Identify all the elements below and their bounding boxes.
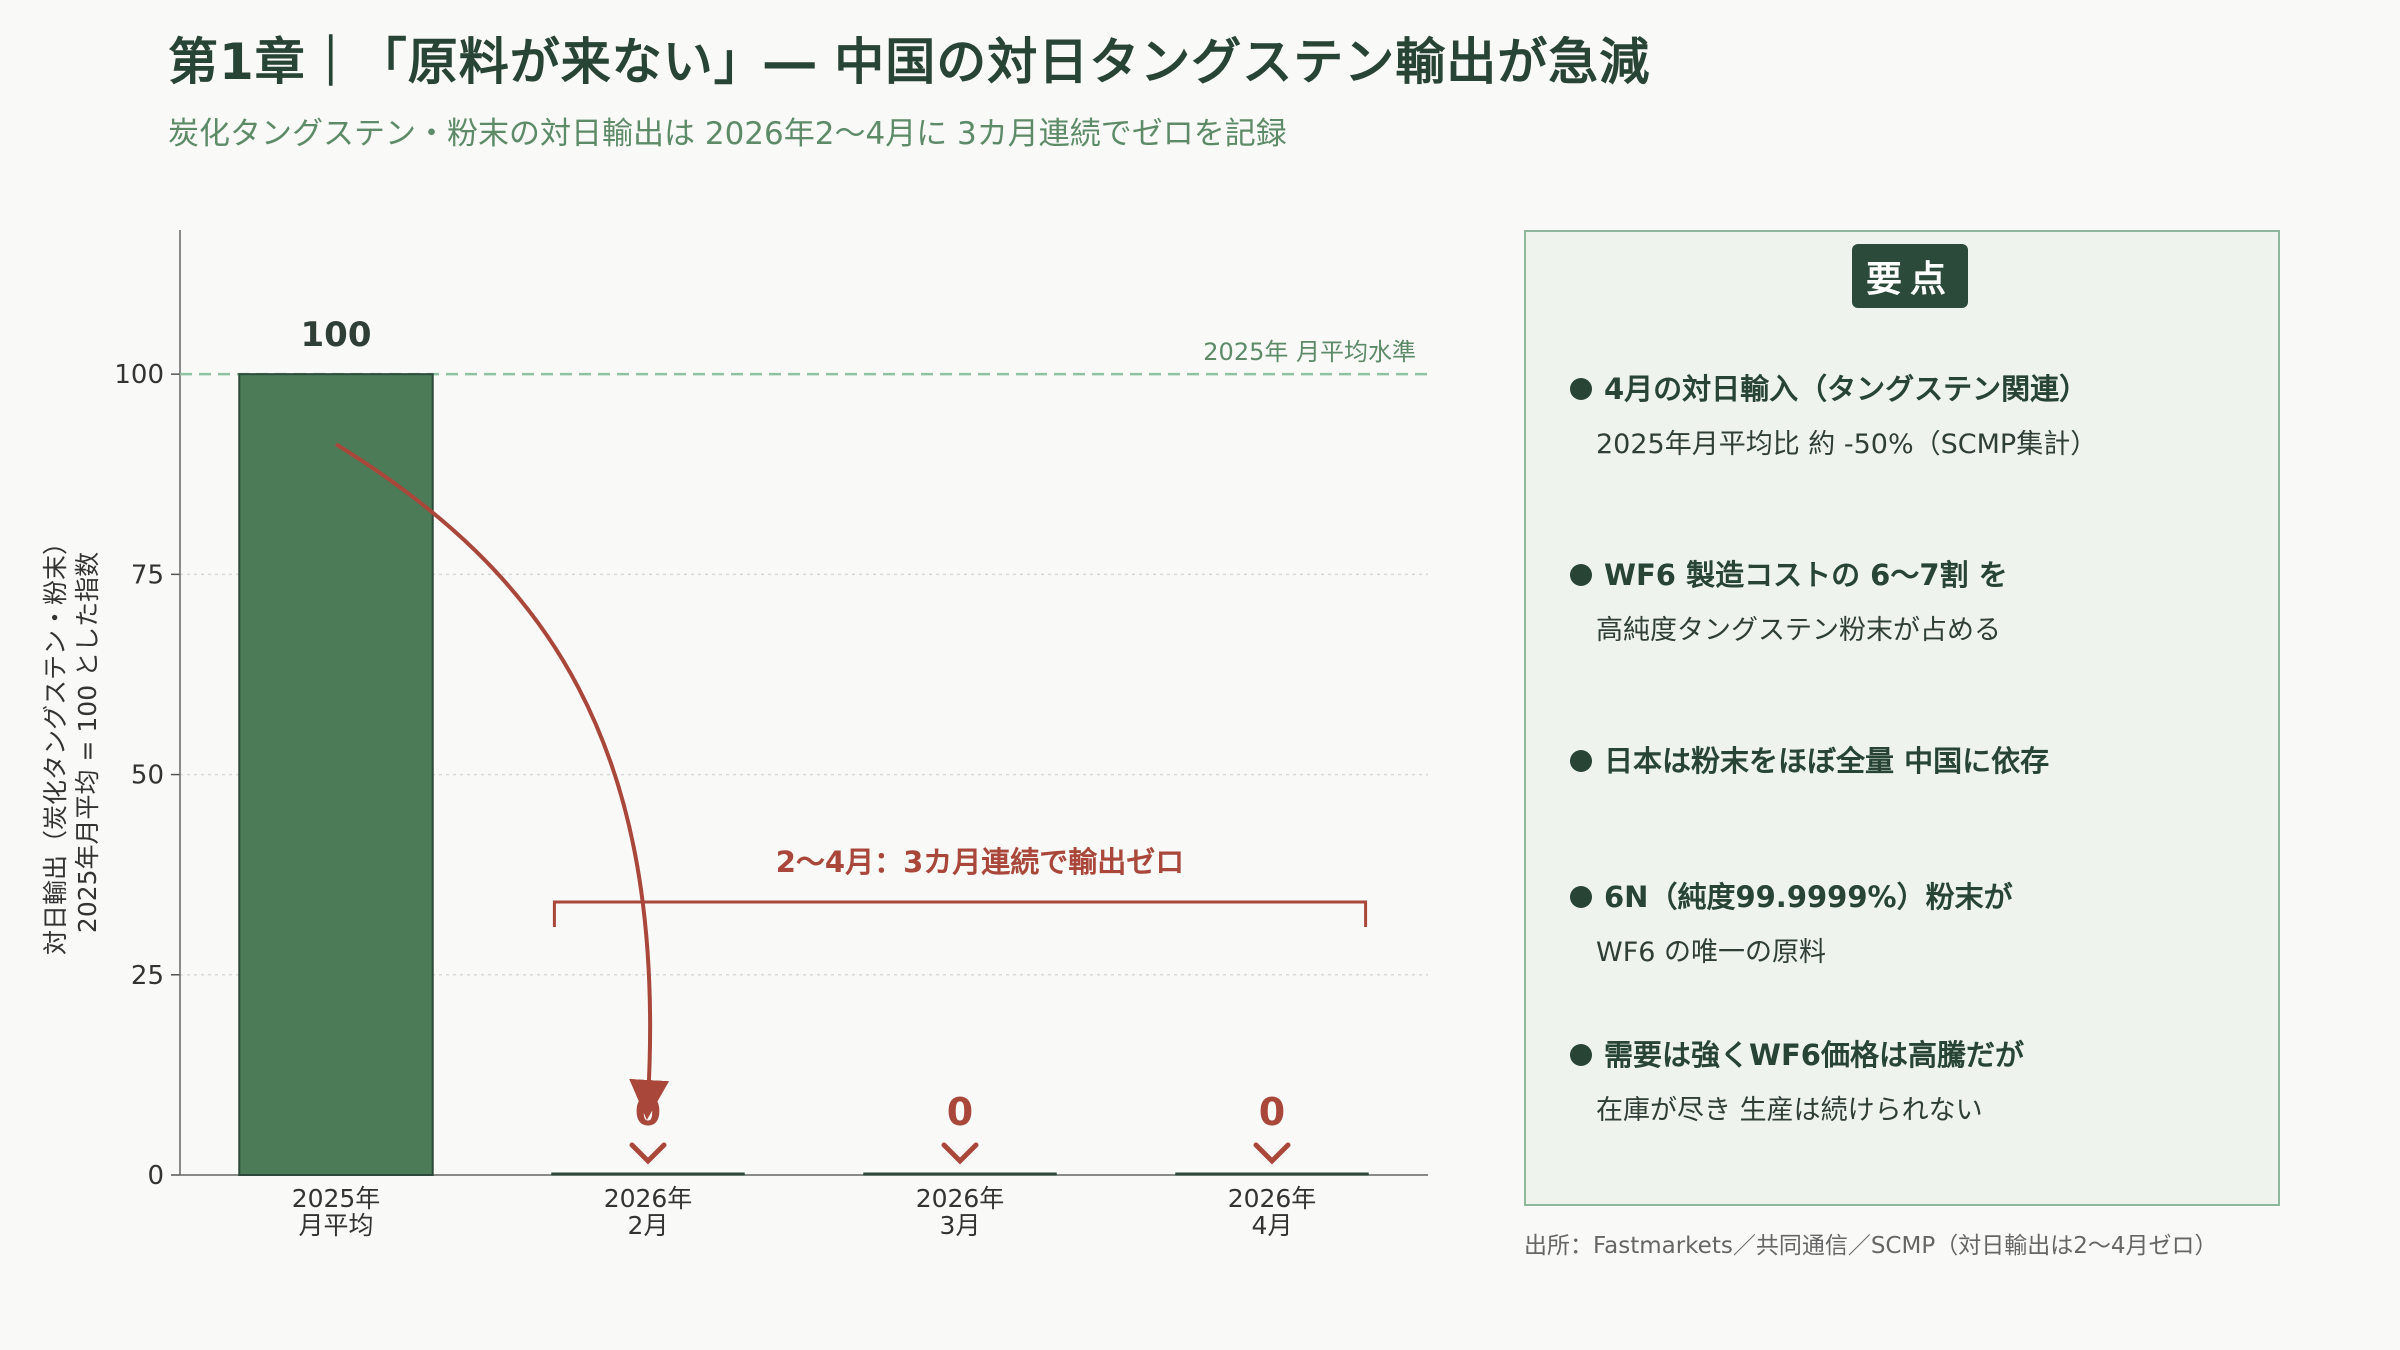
x-tick-label: 4月 bbox=[1252, 1211, 1293, 1240]
key-point-detail: 在庫が尽き 生産は続けられない bbox=[1596, 1095, 1983, 1126]
decline-arrow bbox=[334, 442, 670, 1120]
y-tick-label: 100 bbox=[114, 360, 164, 390]
zero-marker-icon bbox=[941, 1142, 979, 1165]
key-point: 4月の対日輸入（タングステン関連） 2025年月平均比 約 -50%（SCMP集… bbox=[1570, 366, 2097, 461]
x-tick-label: 2025年 bbox=[292, 1184, 381, 1213]
zero-marker-icon bbox=[629, 1142, 667, 1165]
x-tick-label: 2026年 bbox=[916, 1184, 1005, 1213]
key-point-heading: 需要は強くWF6価格は高騰だが bbox=[1604, 1038, 2024, 1072]
y-tick-label: 25 bbox=[131, 961, 164, 991]
key-point-detail: WF6 の唯一の原料 bbox=[1596, 937, 1826, 968]
y-axis-title: 対日輸出（炭化タングステン・粉末） bbox=[41, 530, 70, 955]
page-subtitle: 炭化タングステン・粉末の対日輸出は 2026年2〜4月に 3カ月連続でゼロを記録 bbox=[168, 116, 1287, 152]
y-tick-label: 50 bbox=[131, 761, 164, 791]
bullet-icon bbox=[1570, 750, 1592, 772]
x-tick-label: 3月 bbox=[940, 1211, 981, 1240]
x-tick-label: 2月 bbox=[628, 1211, 669, 1240]
bullet-icon bbox=[1570, 378, 1592, 400]
y-tick-label: 0 bbox=[147, 1161, 164, 1191]
reference-line-label: 2025年 月平均水準 bbox=[1203, 338, 1416, 366]
bar-value-label: 0 bbox=[1259, 1090, 1285, 1134]
annotation-label: 2〜4月：3カ月連続で輸出ゼロ bbox=[776, 845, 1185, 879]
zero-marker-icon bbox=[1253, 1142, 1291, 1165]
x-tick-label: 月平均 bbox=[298, 1211, 373, 1240]
bullet-icon bbox=[1570, 1044, 1592, 1066]
key-point-detail: 高純度タングステン粉末が占める bbox=[1596, 615, 2001, 646]
key-point-heading: 6N（純度99.9999%）粉末が bbox=[1604, 880, 2013, 914]
bullet-icon bbox=[1570, 564, 1592, 586]
y-tick-label: 75 bbox=[131, 560, 164, 590]
key-point: 日本は粉末をほぼ全量 中国に依存 bbox=[1570, 738, 2049, 780]
key-point-heading: 日本は粉末をほぼ全量 中国に依存 bbox=[1604, 744, 2050, 778]
page-title: 第1章｜「原料が来ない」― 中国の対日タングステン輸出が急減 bbox=[168, 33, 1651, 91]
key-point: 需要は強くWF6価格は高騰だが 在庫が尽き 生産は続けられない bbox=[1570, 1032, 2024, 1127]
key-point-heading: WF6 製造コストの 6〜7割 を bbox=[1604, 558, 2008, 592]
y-axis-title: 2025年月平均 = 100 とした指数 bbox=[73, 552, 102, 933]
x-tick-label: 2026年 bbox=[604, 1184, 693, 1213]
bar-value-label: 0 bbox=[947, 1090, 973, 1134]
key-points-badge: 要点 bbox=[1852, 244, 1969, 308]
source-note: 出所：Fastmarkets／共同通信／SCMP（対日輸出は2〜4月ゼロ） bbox=[1524, 1233, 2218, 1259]
x-tick-label: 2026年 bbox=[1228, 1184, 1317, 1213]
key-point-heading: 4月の対日輸入（タングステン関連） bbox=[1604, 372, 2089, 406]
bullet-icon bbox=[1570, 886, 1592, 908]
key-point: 6N（純度99.9999%）粉末が WF6 の唯一の原料 bbox=[1570, 874, 2013, 969]
key-points-panel: 要点 4月の対日輸入（タングステン関連） 2025年月平均比 約 -50%（SC… bbox=[1524, 230, 2280, 1206]
key-point-detail: 2025年月平均比 約 -50%（SCMP集計） bbox=[1596, 429, 2098, 460]
bar-value-label: 100 bbox=[301, 315, 372, 355]
key-point: WF6 製造コストの 6〜7割 を 高純度タングステン粉末が占める bbox=[1570, 552, 2008, 647]
annotation-bracket bbox=[552, 900, 1368, 927]
bar bbox=[238, 373, 434, 1177]
